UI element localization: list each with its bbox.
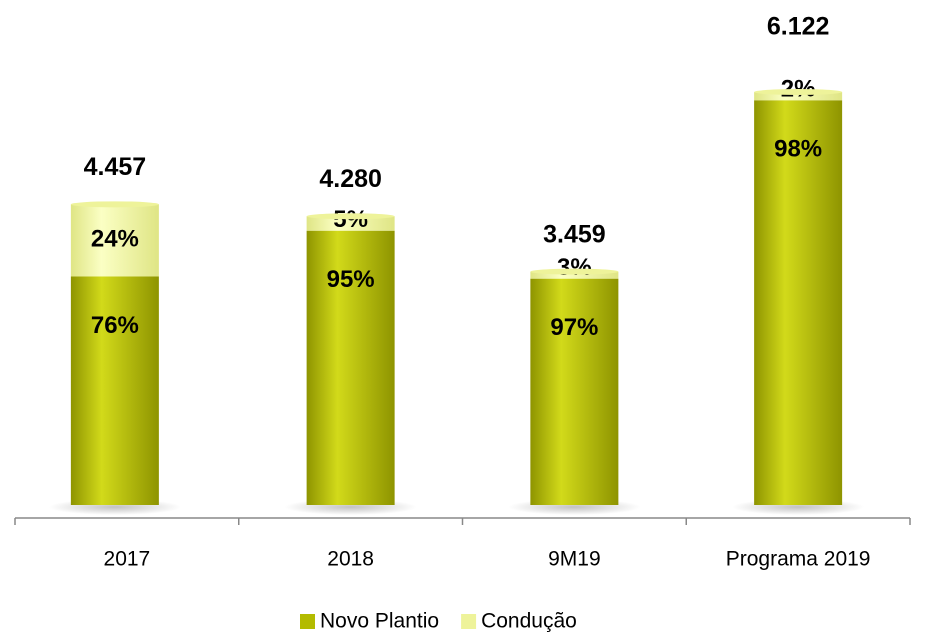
bar-top <box>306 213 395 220</box>
bar-segment <box>754 92 843 101</box>
total-label: 6.122 <box>767 13 830 41</box>
bar-segment <box>754 100 843 505</box>
segment-label: 76% <box>91 312 139 339</box>
total-label: 4.280 <box>319 165 382 193</box>
bar-segment <box>306 230 395 505</box>
segment-label: 5% <box>333 206 368 233</box>
bar-top <box>754 89 843 95</box>
bar-segment <box>70 204 159 277</box>
total-label: 4.457 <box>84 153 147 181</box>
total-label: 3.459 <box>543 220 606 248</box>
legend-label: Novo Plantio <box>320 610 439 633</box>
bar-segment <box>530 271 619 279</box>
x-tick-label: 2017 <box>104 548 151 571</box>
segment-label: 97% <box>550 314 598 341</box>
x-tick-label: 2018 <box>327 548 374 571</box>
segment-label: 24% <box>91 226 139 253</box>
segment-label: 3% <box>557 254 592 281</box>
segment-label: 98% <box>774 136 822 163</box>
bar-segment <box>306 216 395 231</box>
legend-label: Condução <box>481 610 577 633</box>
legend-swatch <box>461 614 477 629</box>
bar-segment <box>70 276 159 505</box>
bar-segment <box>530 278 619 505</box>
segment-label: 95% <box>327 266 375 293</box>
x-tick-label: 9M19 <box>548 548 601 571</box>
legend-swatch <box>300 614 315 629</box>
bar-top <box>530 268 619 275</box>
bar-top <box>70 201 159 208</box>
x-tick-label: Programa 2019 <box>726 548 871 571</box>
